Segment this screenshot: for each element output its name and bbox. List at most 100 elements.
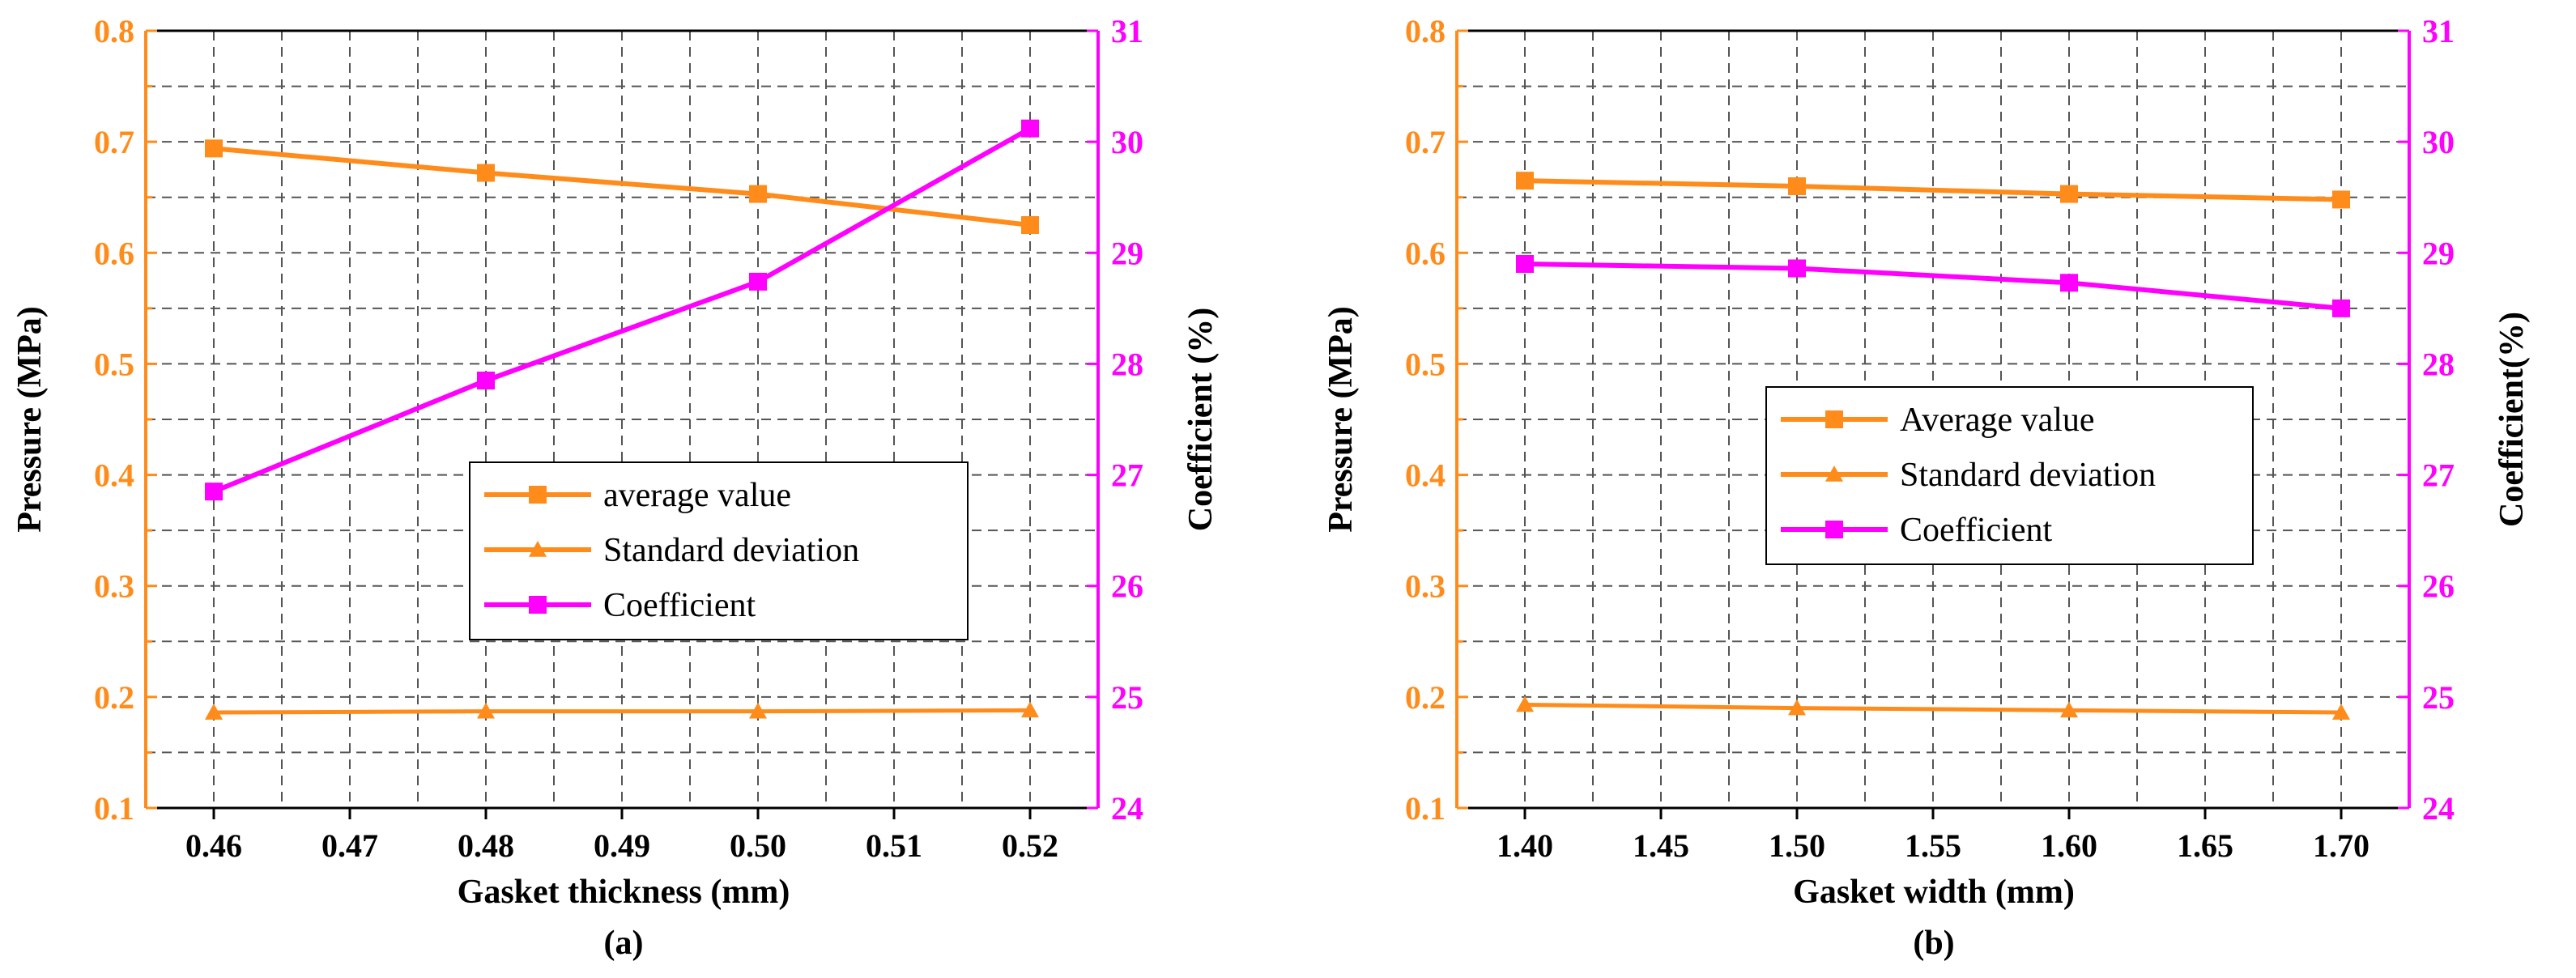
legend-label: Average value [1900, 402, 2095, 439]
panel-label: (a) [604, 925, 644, 962]
series-2 [1516, 255, 2350, 317]
series-line [1524, 262, 2342, 311]
y-tick-label: 0.5 [94, 346, 134, 382]
panel-label: (b) [1913, 925, 1954, 962]
x-tick-label: 1.55 [1905, 827, 1961, 864]
y2-tick-label: 31 [1111, 13, 1143, 49]
y-tick-label: 0.3 [1405, 568, 1446, 605]
series-1 [1516, 695, 2350, 720]
data-point-triangle [205, 704, 223, 720]
series-0 [205, 139, 1039, 234]
x-tick-label: 1.45 [1633, 827, 1689, 864]
y-tick-label: 0.6 [1405, 235, 1446, 271]
data-point-square [1516, 255, 1534, 273]
data-point-square [2332, 190, 2350, 209]
y-tick-label: 0.4 [94, 457, 134, 494]
y2-tick-label: 25 [2422, 679, 2455, 716]
data-point-triangle [1516, 695, 1534, 712]
data-point-square [205, 139, 223, 158]
y-tick-label: 0.6 [94, 235, 134, 271]
x-tick-label: 1.50 [1769, 827, 1825, 864]
series-2 [205, 119, 1039, 501]
y2-tick-label: 25 [1111, 679, 1143, 716]
data-point-square [2060, 274, 2078, 292]
series-line [213, 146, 1031, 227]
data-point-triangle [1788, 699, 1806, 716]
x-tick-label: 0.46 [185, 827, 242, 864]
legend-item: Average value [1781, 402, 2095, 439]
data-point-square [2060, 185, 2078, 203]
y2-tick-label: 30 [2422, 124, 2455, 160]
data-point-square [205, 483, 223, 501]
y2-tick-label: 24 [2422, 790, 2455, 827]
legend-item: Standard deviation [484, 532, 859, 569]
y-tick-label: 0.1 [94, 790, 134, 827]
y2-tick-label: 26 [1111, 568, 1143, 605]
x-tick-label: 1.60 [2041, 827, 2097, 864]
x-tick-label: 1.70 [2313, 827, 2369, 864]
legend: average value Standard deviation Coefficie… [469, 461, 969, 640]
chart-panel-b: 0.1 0.2 0.3 0.4 0.5 0.6 0.7 0.8 24 25 26 27 28 29 30 31… [1322, 13, 2531, 962]
y2-tick-label: 24 [1111, 790, 1143, 827]
data-point-square [2332, 299, 2350, 317]
legend-label: Standard deviation [603, 532, 859, 569]
y-tick-label: 0.7 [94, 124, 134, 160]
y-tick-label: 0.4 [1405, 457, 1446, 494]
data-point-square [749, 272, 767, 291]
y2-tick-label: 28 [1111, 346, 1143, 382]
data-point-square [1788, 259, 1806, 278]
x-tick-label: 1.40 [1497, 827, 1553, 864]
data-point-square [1825, 410, 1843, 428]
y2-tick-label: 27 [2422, 457, 2455, 494]
data-point-triangle [749, 702, 767, 719]
data-point-triangle [2332, 704, 2350, 720]
y-tick-label: 0.1 [1405, 790, 1446, 827]
data-point-square [1516, 172, 1534, 190]
legend-label: Coefficient [603, 587, 756, 624]
x-tick-label: 0.52 [1002, 827, 1058, 864]
y2-tick-label: 30 [1111, 124, 1143, 160]
y2-tick-label: 29 [1111, 235, 1143, 271]
series-1 [205, 701, 1039, 720]
x-tick-label: 0.51 [866, 827, 922, 864]
legend-item: average value [484, 477, 791, 514]
data-point-square [1825, 521, 1843, 538]
data-point-triangle [477, 702, 495, 719]
x-tick-label: 1.65 [2177, 827, 2233, 864]
y-axis-label: Pressure (MPa) [1322, 306, 1360, 533]
y2-axis-label: Coefficient (%) [1182, 308, 1220, 531]
legend-item: Standard deviation [1781, 457, 2156, 494]
data-point-triangle [2060, 701, 2078, 718]
y2-tick-label: 26 [2422, 568, 2455, 605]
legend-label: Standard deviation [1900, 457, 2156, 494]
data-point-square [1021, 216, 1039, 234]
legend-item: Coefficient [484, 587, 756, 624]
y-axis-label: Pressure (MPa) [11, 306, 49, 533]
y2-tick-label: 29 [2422, 235, 2455, 271]
series-line [212, 126, 1032, 494]
series-line [213, 708, 1031, 715]
series-line [1524, 702, 2342, 715]
series-line [1524, 178, 2342, 202]
data-point-triangle [1021, 701, 1039, 718]
data-point-square [1021, 119, 1039, 138]
chart-panel-a: 0.1 0.2 0.3 0.4 0.5 0.6 0.7 0.8 24 25 26 27 28 29 30 31… [11, 13, 1220, 962]
y-tick-label: 0.2 [94, 679, 134, 716]
data-point-triangle [1825, 466, 1843, 482]
legend-label: Coefficient [1900, 512, 2052, 549]
data-point-square [529, 486, 547, 504]
legend: Average value Standard deviation Coefficie… [1765, 386, 2254, 565]
legend-label: average value [603, 477, 791, 514]
y2-axis-label: Coefficient(%) [2493, 312, 2531, 527]
x-tick-label: 0.47 [321, 827, 378, 864]
y-tick-label: 0.8 [1405, 13, 1446, 49]
data-point-square [477, 164, 495, 182]
x-tick-label: 0.48 [458, 827, 514, 864]
y-tick-label: 0.7 [1405, 124, 1446, 160]
x-axis-label: Gasket width (mm) [1793, 874, 2075, 911]
y-tick-label: 0.8 [94, 13, 134, 49]
series-0 [1516, 172, 2350, 209]
y-tick-label: 0.3 [94, 568, 134, 605]
grid [146, 31, 1098, 808]
